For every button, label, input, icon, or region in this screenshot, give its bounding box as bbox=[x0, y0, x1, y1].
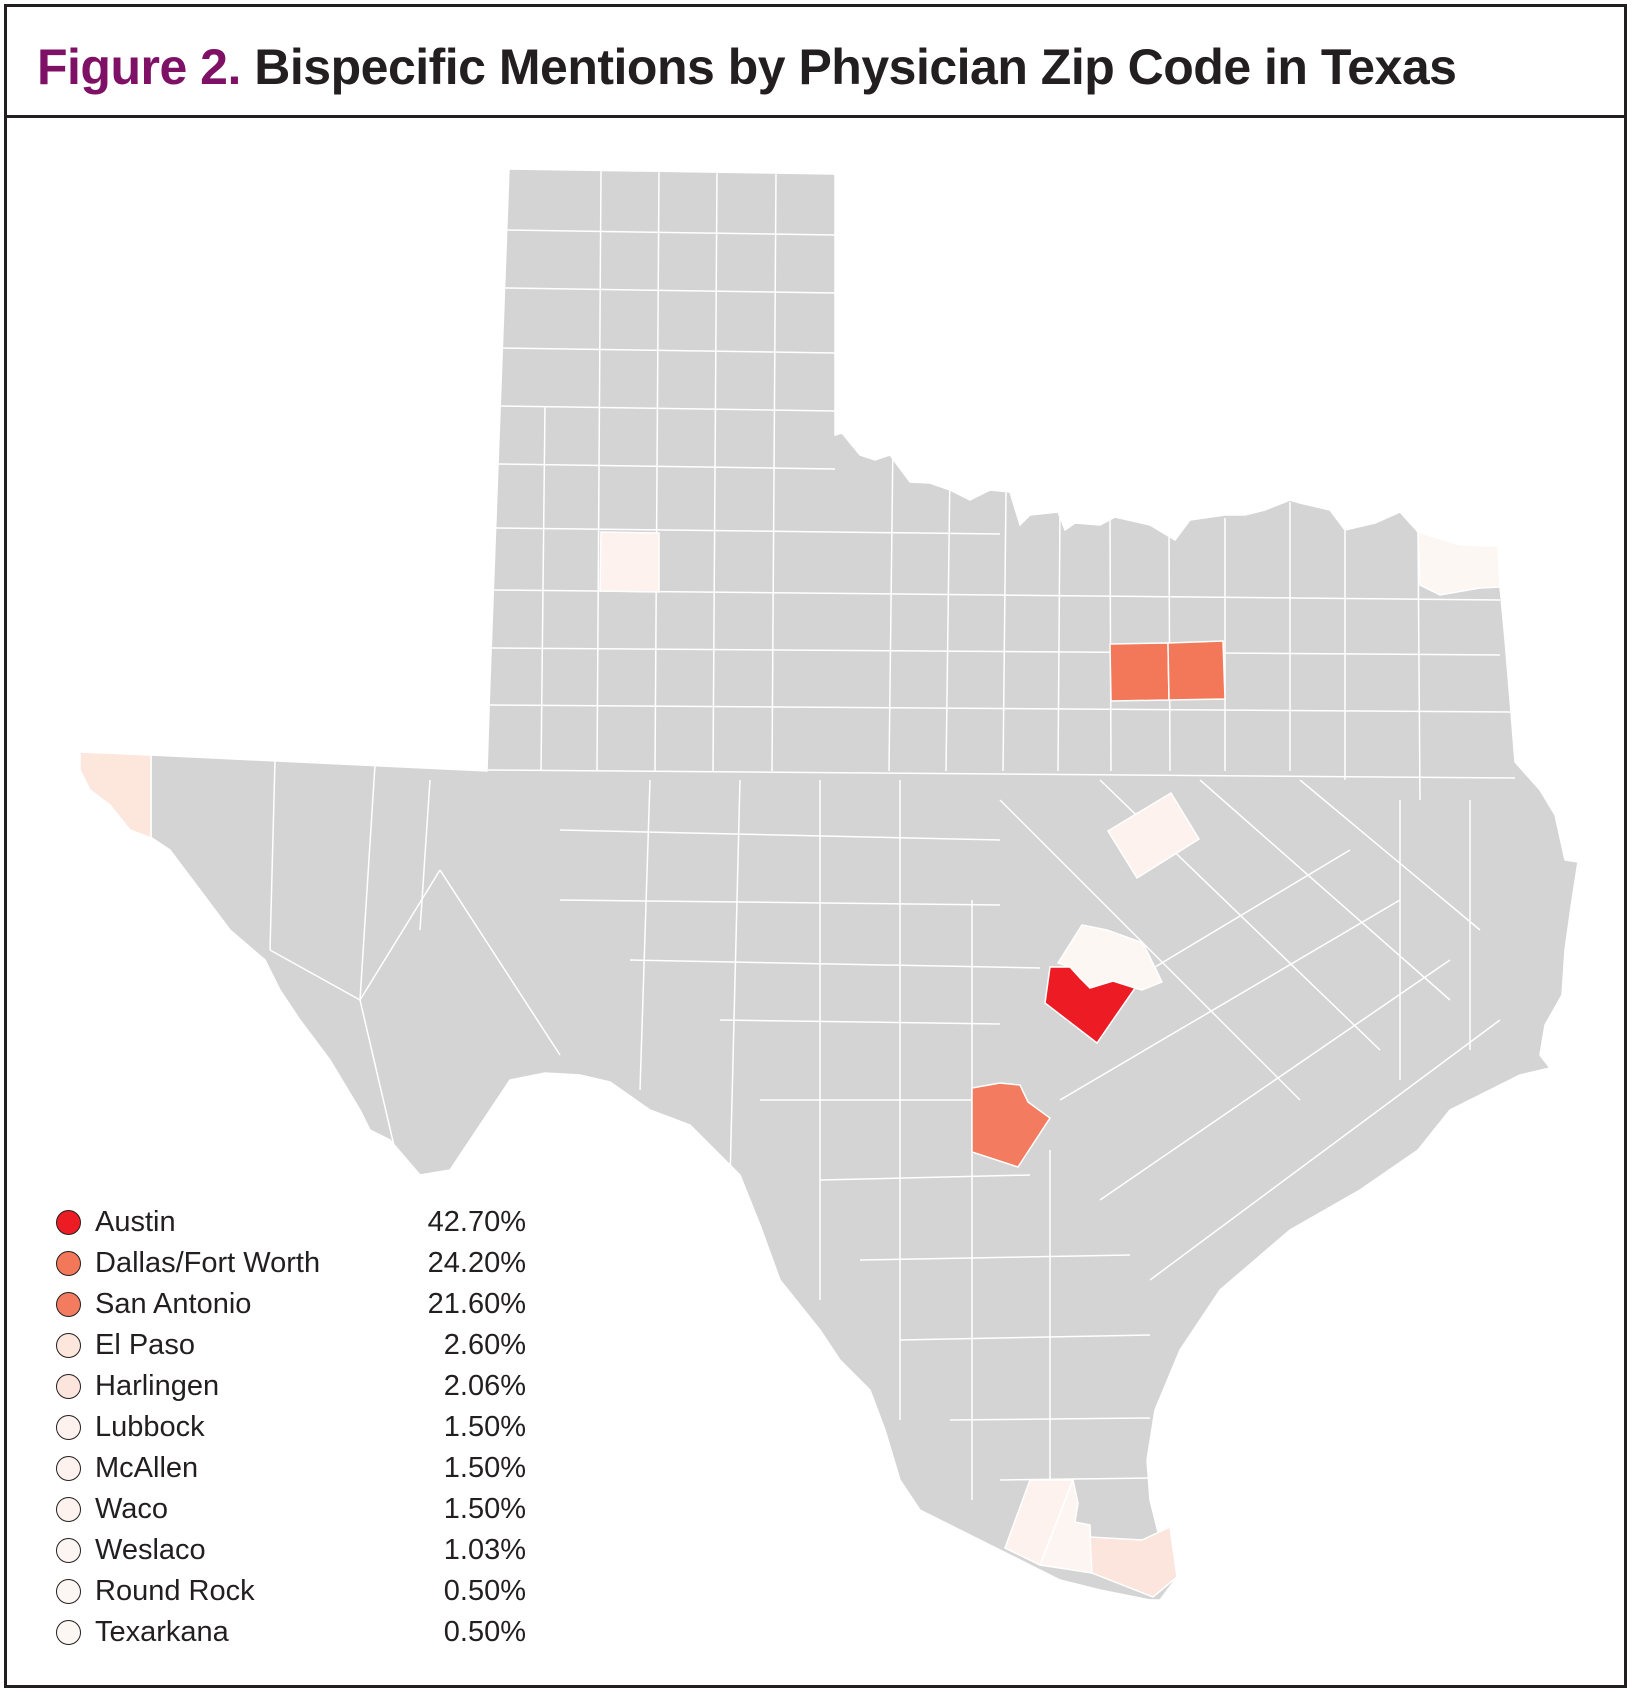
legend-city: El Paso bbox=[95, 1329, 195, 1361]
figure-frame: Figure 2. Bispecific Mentions by Physici… bbox=[4, 4, 1627, 1688]
legend-swatch-icon bbox=[56, 1415, 81, 1440]
legend-city: Round Rock bbox=[95, 1575, 255, 1607]
figure-title: Figure 2. Bispecific Mentions by Physici… bbox=[37, 37, 1457, 97]
county-weslaco-hidalgo bbox=[1038, 1477, 1093, 1574]
county-tarrant bbox=[1109, 642, 1170, 702]
legend-swatch-icon bbox=[56, 1251, 81, 1276]
legend-swatch-icon bbox=[56, 1538, 81, 1563]
legend-value: 1.03% bbox=[443, 1534, 526, 1566]
legend-city: Austin bbox=[95, 1206, 176, 1238]
legend-city: Harlingen bbox=[95, 1370, 220, 1402]
legend-item: Round Rock 0.50% bbox=[56, 1571, 526, 1612]
figure-label: Figure 2. bbox=[37, 39, 241, 95]
legend-swatch-icon bbox=[56, 1292, 81, 1317]
county-el-paso bbox=[79, 751, 152, 840]
legend-swatch-icon bbox=[56, 1210, 81, 1235]
title-bar: Figure 2. Bispecific Mentions by Physici… bbox=[7, 7, 1624, 118]
legend-value: 42.70% bbox=[427, 1206, 526, 1238]
legend-item: Austin 42.70% bbox=[56, 1202, 526, 1243]
legend-swatch-icon bbox=[56, 1456, 81, 1481]
county-austin-travis bbox=[1044, 966, 1137, 1045]
legend-value: 0.50% bbox=[443, 1616, 526, 1648]
legend-swatch-icon bbox=[56, 1579, 81, 1604]
legend-city: McAllen bbox=[95, 1452, 199, 1484]
texas-outline bbox=[79, 168, 1579, 1601]
legend-value: 0.50% bbox=[443, 1575, 526, 1607]
legend-value: 1.50% bbox=[443, 1452, 526, 1484]
legend-item: San Antonio 21.60% bbox=[56, 1284, 526, 1325]
legend-city: Texarkana bbox=[95, 1616, 229, 1648]
legend-swatch-icon bbox=[56, 1333, 81, 1358]
legend-item: Waco 1.50% bbox=[56, 1489, 526, 1530]
legend-swatch-icon bbox=[56, 1374, 81, 1399]
county-harlingen-cameron bbox=[1089, 1525, 1178, 1598]
legend-item: El Paso 2.60% bbox=[56, 1325, 526, 1366]
legend-item: Dallas/Fort Worth 24.20% bbox=[56, 1243, 526, 1284]
legend-city: San Antonio bbox=[95, 1288, 252, 1320]
legend-city: Lubbock bbox=[95, 1411, 205, 1443]
legend-city: Waco bbox=[95, 1493, 169, 1525]
legend-item: Lubbock 1.50% bbox=[56, 1407, 526, 1448]
legend-swatch-icon bbox=[56, 1620, 81, 1645]
legend-value: 24.20% bbox=[427, 1247, 526, 1279]
county-borders bbox=[150, 170, 1516, 1560]
legend-item: McAllen 1.50% bbox=[56, 1448, 526, 1489]
legend-item: Harlingen 2.06% bbox=[56, 1366, 526, 1407]
county-lubbock bbox=[599, 531, 660, 593]
legend: Austin 42.70% Dallas/Fort Worth 24.20% S… bbox=[56, 1202, 526, 1653]
legend-city: Dallas/Fort Worth bbox=[95, 1247, 321, 1279]
legend-city: Weslaco bbox=[95, 1534, 206, 1566]
legend-swatch-icon bbox=[56, 1497, 81, 1522]
legend-value: 2.60% bbox=[443, 1329, 526, 1361]
county-texarkana-bowie bbox=[1417, 530, 1501, 596]
figure-title-text: Bispecific Mentions by Physician Zip Cod… bbox=[254, 39, 1457, 95]
legend-value: 1.50% bbox=[443, 1493, 526, 1525]
county-dallas bbox=[1167, 640, 1226, 701]
county-san-antonio-bexar bbox=[971, 1082, 1052, 1168]
legend-item: Weslaco 1.03% bbox=[56, 1530, 526, 1571]
county-waco-mclennan bbox=[1106, 791, 1201, 880]
legend-value: 21.60% bbox=[427, 1288, 526, 1320]
legend-item: Texarkana 0.50% bbox=[56, 1612, 526, 1653]
legend-value: 1.50% bbox=[443, 1411, 526, 1443]
legend-value: 2.06% bbox=[443, 1370, 526, 1402]
